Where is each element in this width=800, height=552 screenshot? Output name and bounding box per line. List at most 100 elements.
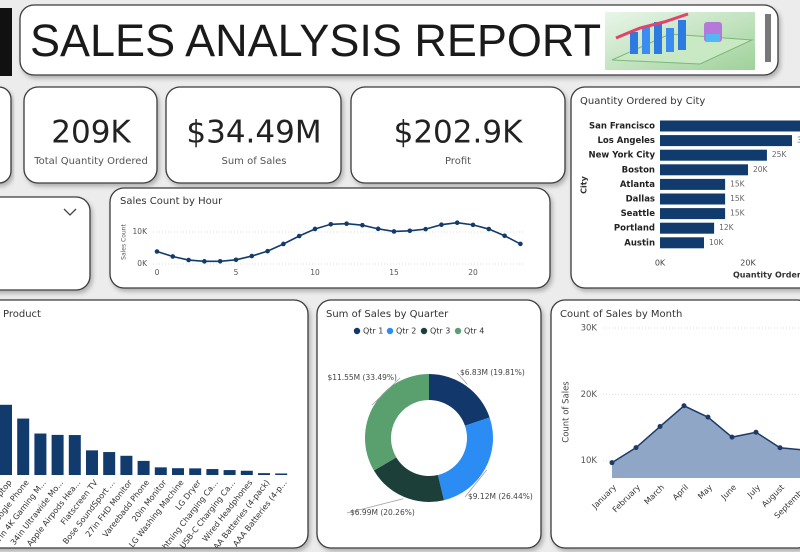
bar xyxy=(120,455,133,475)
x-tick-label: 20K xyxy=(740,259,756,268)
chart-title: Sales Count by Hour xyxy=(120,196,223,207)
y-tick-label: 20K xyxy=(581,390,598,400)
legend-swatch xyxy=(386,327,394,335)
category-label: New York City xyxy=(589,151,656,161)
bar xyxy=(240,470,253,475)
point xyxy=(502,233,507,239)
bar xyxy=(86,450,98,475)
legend-swatch xyxy=(420,327,428,335)
bar xyxy=(0,404,12,475)
point xyxy=(633,445,639,451)
x-tick-label: 0K xyxy=(655,259,666,268)
header-panel xyxy=(19,4,779,76)
leader-line xyxy=(371,377,401,406)
point xyxy=(217,258,223,264)
chart-title: Product xyxy=(3,309,41,320)
legend-label: Qtr 4 xyxy=(464,327,484,336)
y-tick-label: 10K xyxy=(133,227,149,236)
bar xyxy=(660,135,792,147)
category-label: Boston xyxy=(622,165,655,175)
donut-slice xyxy=(429,374,490,426)
point xyxy=(705,414,711,420)
report-title: SALES ANALYSIS REPORT xyxy=(30,15,601,66)
bar xyxy=(275,473,288,475)
bar xyxy=(660,237,704,249)
bar xyxy=(137,460,150,475)
data-label: 10K xyxy=(709,238,725,247)
category-label: Portland xyxy=(614,224,655,234)
x-tick-label: 5 xyxy=(234,268,239,277)
bar xyxy=(660,222,715,234)
hour-chart: Sales Count by Hour 0K 10K 0 5 10 15 20 Sales Co… xyxy=(120,196,525,277)
quarter-chart: Sum of Sales by Quarter Qtr 1 Qtr 2 Qtr 3 Qt… xyxy=(326,309,533,517)
bar xyxy=(189,468,202,475)
point xyxy=(518,241,523,247)
data-label: 15K xyxy=(730,179,746,188)
bar xyxy=(258,473,270,475)
donut-slice xyxy=(437,417,493,501)
bar xyxy=(172,468,184,475)
area xyxy=(612,361,800,478)
bar xyxy=(17,418,30,475)
data-label: 25K xyxy=(772,150,788,159)
bar xyxy=(223,470,236,475)
dropdown-chevron[interactable] xyxy=(63,208,77,216)
kpi-value: 209K xyxy=(51,115,131,151)
data-label: 30K xyxy=(797,136,800,145)
kpi-card xyxy=(23,86,158,184)
y-tick-label: 0K xyxy=(137,259,148,268)
data-label: $6.99M (20.26%) xyxy=(350,508,415,517)
leader-line xyxy=(456,372,468,385)
point xyxy=(470,222,476,228)
leader-line xyxy=(346,498,404,514)
bar xyxy=(154,467,167,475)
category-label: Los Angeles xyxy=(598,136,656,146)
category-label: Dallas xyxy=(626,195,655,205)
kpi-card xyxy=(165,86,342,184)
point xyxy=(360,222,365,228)
panel xyxy=(316,299,542,549)
bar xyxy=(660,164,748,176)
point xyxy=(454,220,460,226)
data-label: 12K xyxy=(719,223,735,232)
point xyxy=(312,226,318,232)
y-axis-label: Sales Count xyxy=(121,224,128,260)
donut-slice xyxy=(373,457,444,502)
bar xyxy=(660,208,726,220)
kpi-label: Profit xyxy=(445,156,471,167)
line xyxy=(611,360,800,464)
chart-title: Quantity Ordered by City xyxy=(580,96,705,107)
bar xyxy=(34,433,47,475)
legend-swatch xyxy=(353,327,361,335)
point xyxy=(296,233,302,239)
legend-label: Qtr 1 xyxy=(363,327,383,336)
slicer-panel[interactable] xyxy=(0,196,91,291)
x-tick-label: 20 xyxy=(468,268,478,277)
point xyxy=(233,257,239,263)
bar xyxy=(51,434,64,475)
donut-slice xyxy=(365,374,429,471)
point xyxy=(753,429,759,435)
point xyxy=(439,222,444,228)
data-label: 15K xyxy=(730,194,746,203)
x-axis-label: Quantity Ordered xyxy=(733,271,800,280)
point xyxy=(265,248,270,254)
category-label: San Francisco xyxy=(589,122,655,132)
point xyxy=(375,226,381,232)
data-label: 20K xyxy=(753,165,769,174)
bar xyxy=(103,452,116,475)
chart-title: Count of Sales by Month xyxy=(560,309,682,320)
point xyxy=(202,259,207,264)
category-label: Atlanta xyxy=(620,180,655,190)
point xyxy=(186,257,191,263)
point xyxy=(423,226,428,232)
x-tick-label: 15 xyxy=(389,268,399,277)
point xyxy=(657,424,663,430)
category-label: Seattle xyxy=(621,209,656,219)
panel xyxy=(0,299,309,549)
kpi-label: Sum of Sales xyxy=(221,156,286,167)
logo-block xyxy=(0,8,12,76)
legend-label: Qtr 2 xyxy=(396,327,416,336)
